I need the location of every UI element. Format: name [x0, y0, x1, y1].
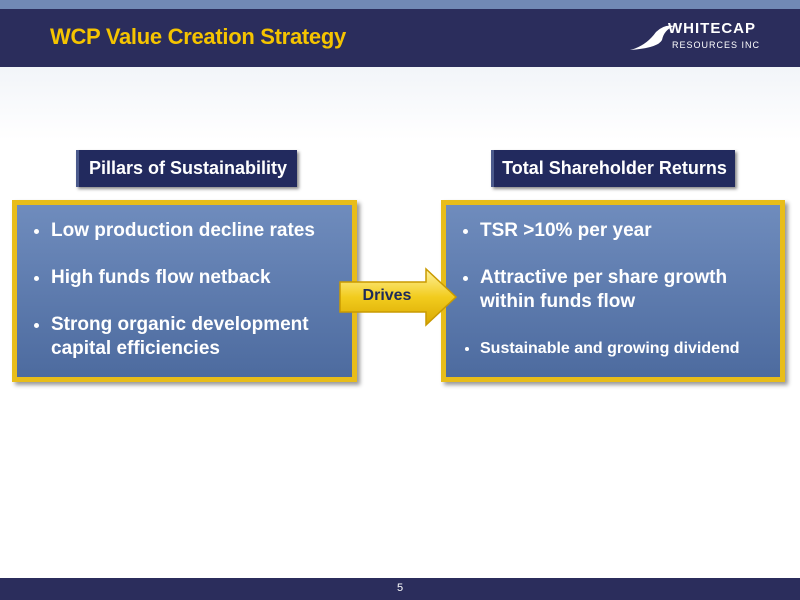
- logo-icon: [630, 25, 674, 50]
- bullet: TSR >10% per year: [480, 219, 770, 243]
- bullet: Low production decline rates: [51, 219, 342, 243]
- left-label: Pillars of Sustainability: [76, 150, 297, 187]
- bullet: Attractive per share growth within funds…: [480, 266, 770, 314]
- slide-title: WCP Value Creation Strategy: [50, 24, 346, 49]
- page-number: 5: [396, 582, 404, 594]
- arrow-label: Drives: [362, 287, 412, 304]
- right-label: Total Shareholder Returns: [491, 150, 735, 187]
- bullet-list: TSR >10% per year Attractive per share gr…: [446, 205, 780, 361]
- logo-name: WHITECAP: [668, 20, 756, 37]
- top-strip: [0, 0, 800, 9]
- left-box: Low production decline rates High funds f…: [12, 200, 357, 382]
- header-bar: [0, 9, 800, 67]
- bullet: High funds flow netback: [51, 266, 342, 290]
- logo-subtitle: RESOURCES INC: [672, 40, 761, 50]
- footer-bar: [0, 578, 800, 600]
- bullet-list: Low production decline rates High funds f…: [17, 205, 352, 361]
- right-box: TSR >10% per year Attractive per share gr…: [441, 200, 785, 382]
- bullet: Sustainable and growing dividend: [480, 337, 770, 361]
- arrow: [339, 267, 458, 327]
- bullet: Strong organic development capital effic…: [51, 313, 342, 361]
